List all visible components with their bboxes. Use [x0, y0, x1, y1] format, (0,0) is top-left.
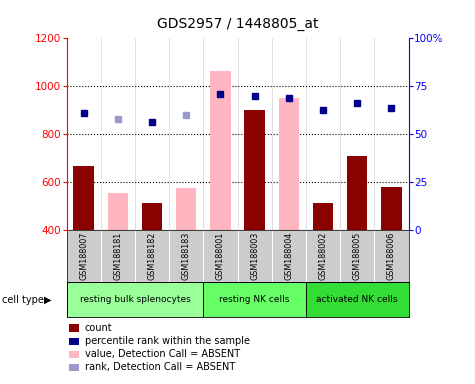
- Text: ▶: ▶: [44, 295, 51, 305]
- Text: GSM188003: GSM188003: [250, 232, 259, 280]
- Bar: [313, 203, 333, 230]
- Bar: [203, 282, 306, 317]
- Text: activated NK cells: activated NK cells: [316, 295, 398, 304]
- Text: GSM188006: GSM188006: [387, 232, 396, 280]
- Bar: [176, 189, 197, 230]
- Bar: [381, 187, 402, 230]
- Text: GDS2957 / 1448805_at: GDS2957 / 1448805_at: [157, 17, 318, 31]
- Text: GSM188007: GSM188007: [79, 232, 88, 280]
- Text: GSM188182: GSM188182: [148, 232, 156, 280]
- Bar: [244, 111, 265, 230]
- Bar: [347, 156, 368, 230]
- Text: rank, Detection Call = ABSENT: rank, Detection Call = ABSENT: [85, 362, 235, 372]
- Bar: [278, 98, 299, 230]
- Text: count: count: [85, 323, 112, 333]
- Text: percentile rank within the sample: percentile rank within the sample: [85, 336, 249, 346]
- Text: GSM188001: GSM188001: [216, 232, 225, 280]
- Text: resting NK cells: resting NK cells: [219, 295, 290, 304]
- Text: cell type: cell type: [2, 295, 44, 305]
- Bar: [73, 166, 94, 230]
- Text: GSM188005: GSM188005: [353, 232, 361, 280]
- Text: GSM188004: GSM188004: [285, 232, 293, 280]
- Bar: [107, 193, 128, 230]
- Text: GSM188002: GSM188002: [319, 232, 327, 280]
- Text: resting bulk splenocytes: resting bulk splenocytes: [79, 295, 190, 304]
- Bar: [66, 282, 203, 317]
- Text: value, Detection Call = ABSENT: value, Detection Call = ABSENT: [85, 349, 240, 359]
- Bar: [210, 71, 231, 230]
- Bar: [142, 203, 162, 230]
- Bar: [306, 282, 408, 317]
- Text: GSM188181: GSM188181: [114, 232, 122, 280]
- Text: GSM188183: GSM188183: [182, 232, 190, 280]
